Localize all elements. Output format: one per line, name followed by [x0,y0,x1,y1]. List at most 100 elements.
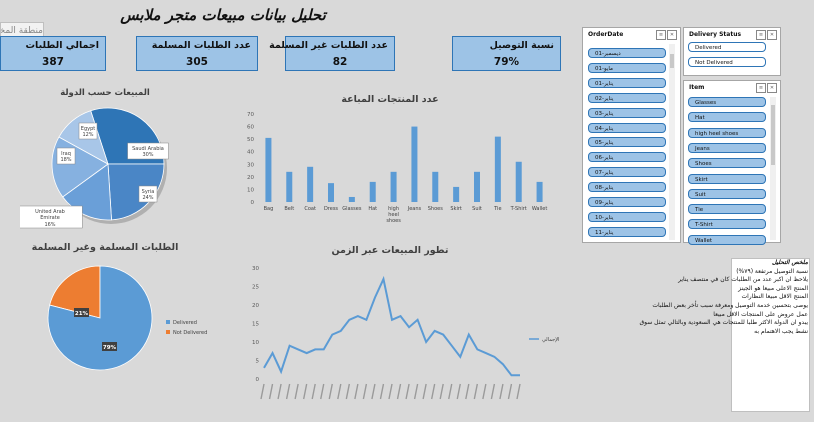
x-tick-label: Wallet [532,206,548,212]
scrollbar-thumb[interactable] [771,105,775,165]
summary-line: يبدو ان الدولة الاكثر طلبا للمنتجات هي ا… [639,319,808,327]
slicer-header: OrderDate [588,31,624,38]
slicer-item[interactable]: Delivered [688,42,766,52]
scrollbar[interactable] [669,44,675,240]
slicer-item[interactable]: ديسمبر-01 [588,48,666,58]
slicer-item[interactable]: Hat [688,112,766,123]
data-label-box [138,185,158,203]
slicer-item[interactable]: يناير-11 [588,226,666,237]
x-tick-label [490,383,496,400]
bar [474,171,480,202]
multi-select-icon[interactable]: ≡ [656,30,666,40]
bar [348,196,355,202]
slicer-item[interactable]: Jeans [688,142,766,153]
bar [286,171,293,202]
y-tick-label: 50 [247,137,254,143]
scrollbar[interactable] [770,97,776,240]
delivery-pie-title: الطلبات المسلمة وغير المسلمة [31,242,179,253]
slicer-item[interactable]: يناير-07 [588,167,666,178]
slicer-item[interactable]: يناير-03 [588,107,666,118]
slicer-item[interactable]: يناير-08 [588,182,666,193]
legend-label: Not Delivered [173,330,207,336]
slicer-item[interactable]: high heel shoes [688,127,766,138]
slicer-item[interactable]: Tie [688,204,766,215]
y-tick-label: 0 [251,200,255,206]
x-tick-label [439,383,444,400]
legend-label: Delivered [173,320,197,326]
x-tick-label [302,383,308,400]
slicer-item[interactable]: T-Shirt [688,219,766,230]
x-tick-label: Dress [324,206,338,212]
x-tick-label: Suit [472,206,482,212]
y-tick-label: 25 [252,285,259,291]
y-tick-label: 15 [252,322,259,328]
slicer-item[interactable]: يناير-06 [588,152,666,163]
slicer-item[interactable]: مايو-01 [588,62,666,73]
legend-swatch [166,320,170,324]
clear-filter-icon[interactable]: ✕ [767,30,777,40]
multi-select-icon[interactable]: ≡ [756,30,766,40]
y-tick-label: 10 [252,340,259,346]
slicer-item[interactable]: Wallet [688,234,766,245]
data-label-box [20,205,83,229]
summary-line: نسبة التوصيل مرتفعة (٧٩%) [736,267,808,275]
slicer-item[interactable]: Glasses [688,97,766,107]
delivery-status-slicer[interactable]: Delivery Status ≡ ✕ Delivered Not Deliver… [683,27,781,76]
kpi-value: 79% [493,56,520,68]
data-label: 30% [142,152,153,158]
slicer-item[interactable]: يناير-02 [588,92,666,103]
data-label: 16% [44,222,55,228]
slicer-item[interactable]: Skirt [688,173,766,184]
slicer-item[interactable]: يناير-09 [588,197,666,207]
dashboard-title: تحليل بيانات مبيعات متجر ملابس [120,6,326,24]
slicer-item[interactable]: Shoes [688,158,766,169]
y-tick-label: 30 [252,266,259,272]
summary-line: المنتج الاقل مبيعا النظارات [741,293,808,301]
y-tick-label: 30 [247,162,254,168]
slicer-item[interactable]: Not Delivered [688,57,766,67]
kpi-label: نسبة التوصيل [489,40,554,51]
pie-slice [47,265,153,371]
y-tick-label: 60 [247,125,254,131]
x-tick-label [516,383,521,400]
scrollbar-thumb[interactable] [670,54,674,68]
x-tick-label [268,383,274,400]
x-tick-label [422,383,427,400]
x-tick-label: high [388,206,399,212]
x-tick-label [448,383,453,400]
slicer-item[interactable]: يناير-04 [588,122,666,133]
bar [432,171,439,202]
kpi-value: 305 [186,56,208,68]
kpi-delivered-orders: عدد الطلبات المسلمة 305 [136,36,258,71]
data-label-box [74,308,89,317]
country-pie-title: المبيعات حسب الدولة [60,88,150,98]
x-tick-label [413,383,419,400]
order-date-slicer[interactable]: OrderDate ≡ ✕ ديسمبر-01 مايو-01 يناير-01 ين… [582,27,681,243]
kpi-label: عدد الطلبات غير المسلمة [269,40,388,51]
x-tick-label [405,383,410,400]
x-tick-label [294,383,299,400]
x-tick-label: Shoes [428,206,443,212]
summary-line: يلاحظ ان اكبر عدد من الطلبات كان في منتص… [678,276,808,284]
data-label-box [78,122,98,140]
slicer-item[interactable]: يناير-05 [588,137,666,148]
slicer-item[interactable]: يناير-01 [588,77,666,88]
products-bar-title: عدد المنتجات المباعة [341,94,439,105]
slicer-item[interactable]: Suit [688,188,766,199]
x-tick-label: Bag [264,206,274,212]
clear-filter-icon[interactable]: ✕ [667,30,677,40]
data-label: Saudi Arabia [132,146,164,152]
item-slicer[interactable]: Item ≡ ✕ Glasses Hat high heel shoes Jeans S… [683,80,781,245]
line-chart-title: تطور المبيعات عبر الزمن [331,245,449,256]
x-tick-label: Belt [284,206,294,212]
bar [411,126,418,202]
multi-select-icon[interactable]: ≡ [756,83,766,93]
clear-filter-icon[interactable]: ✕ [767,83,777,93]
slicer-header: Item [689,84,705,91]
kpi-label: اجمالي الطلبات [25,40,99,51]
x-tick-label [337,383,342,400]
slicer-item[interactable]: يناير-10 [588,211,666,222]
kpi-label: عدد الطلبات المسلمة [151,40,251,51]
bar [390,171,397,202]
y-tick-label: 0 [256,377,260,383]
